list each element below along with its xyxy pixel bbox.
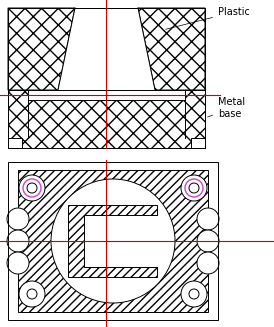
Circle shape bbox=[189, 289, 199, 299]
Circle shape bbox=[197, 208, 219, 230]
Polygon shape bbox=[68, 205, 157, 277]
Circle shape bbox=[181, 281, 207, 307]
Polygon shape bbox=[8, 8, 75, 90]
Polygon shape bbox=[138, 8, 205, 90]
Polygon shape bbox=[18, 170, 208, 312]
Circle shape bbox=[19, 175, 45, 201]
Circle shape bbox=[197, 252, 219, 274]
Circle shape bbox=[27, 183, 37, 193]
Circle shape bbox=[19, 281, 45, 307]
Circle shape bbox=[181, 175, 207, 201]
Polygon shape bbox=[58, 8, 155, 90]
Polygon shape bbox=[28, 90, 185, 100]
Text: Metal
base: Metal base bbox=[208, 97, 245, 119]
Circle shape bbox=[7, 252, 29, 274]
Polygon shape bbox=[8, 90, 205, 148]
Circle shape bbox=[189, 183, 199, 193]
Polygon shape bbox=[84, 215, 157, 267]
Circle shape bbox=[7, 230, 29, 252]
Circle shape bbox=[27, 289, 37, 299]
Circle shape bbox=[7, 208, 29, 230]
Circle shape bbox=[197, 230, 219, 252]
Text: Plastic: Plastic bbox=[166, 7, 250, 29]
Circle shape bbox=[51, 179, 175, 303]
